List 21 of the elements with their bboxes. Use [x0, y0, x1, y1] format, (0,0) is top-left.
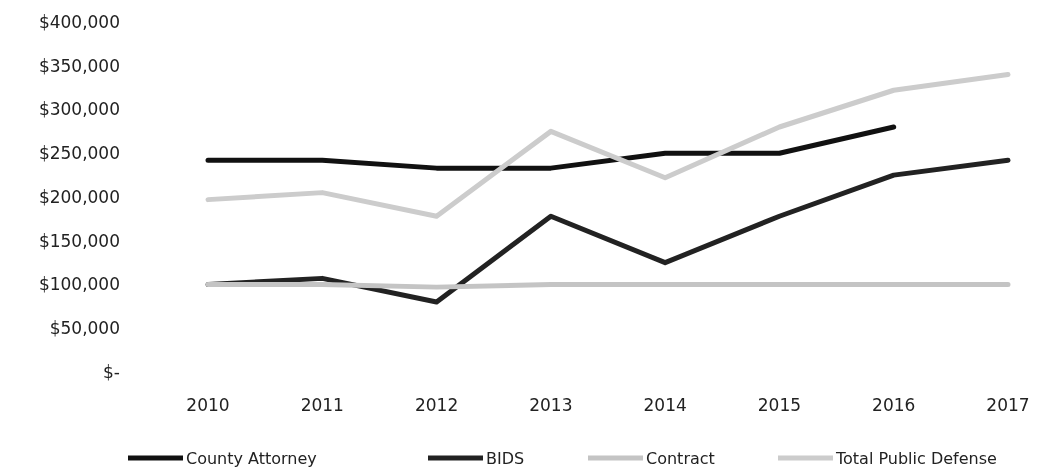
- x-tick-label: 2012: [414, 394, 459, 415]
- x-tick-label: 2016: [872, 394, 916, 415]
- x-tick-label: 2015: [757, 394, 802, 415]
- x-tick-label: 2010: [186, 394, 230, 415]
- x-tick-label: 2014: [643, 394, 687, 415]
- y-tick-label: $350,000: [38, 55, 120, 76]
- legend-label: Total Public Defense: [835, 448, 997, 468]
- legend-label: County Attorney: [186, 448, 317, 468]
- y-tick-label: $-: [103, 361, 120, 382]
- y-tick-label: $300,000: [38, 99, 120, 120]
- y-tick-label: $100,000: [38, 274, 120, 295]
- x-tick-label: 2011: [300, 394, 344, 415]
- legend-label: BIDS: [486, 448, 525, 468]
- legend-label: Contract: [646, 448, 715, 468]
- y-tick-label: $50,000: [49, 318, 120, 339]
- y-tick-label: $200,000: [38, 186, 120, 207]
- x-tick-label: 2017: [986, 394, 1030, 415]
- x-tick-label: 2013: [529, 394, 573, 415]
- y-tick-label: $400,000: [38, 11, 120, 32]
- y-tick-label: $150,000: [38, 230, 120, 251]
- y-tick-label: $250,000: [38, 143, 120, 164]
